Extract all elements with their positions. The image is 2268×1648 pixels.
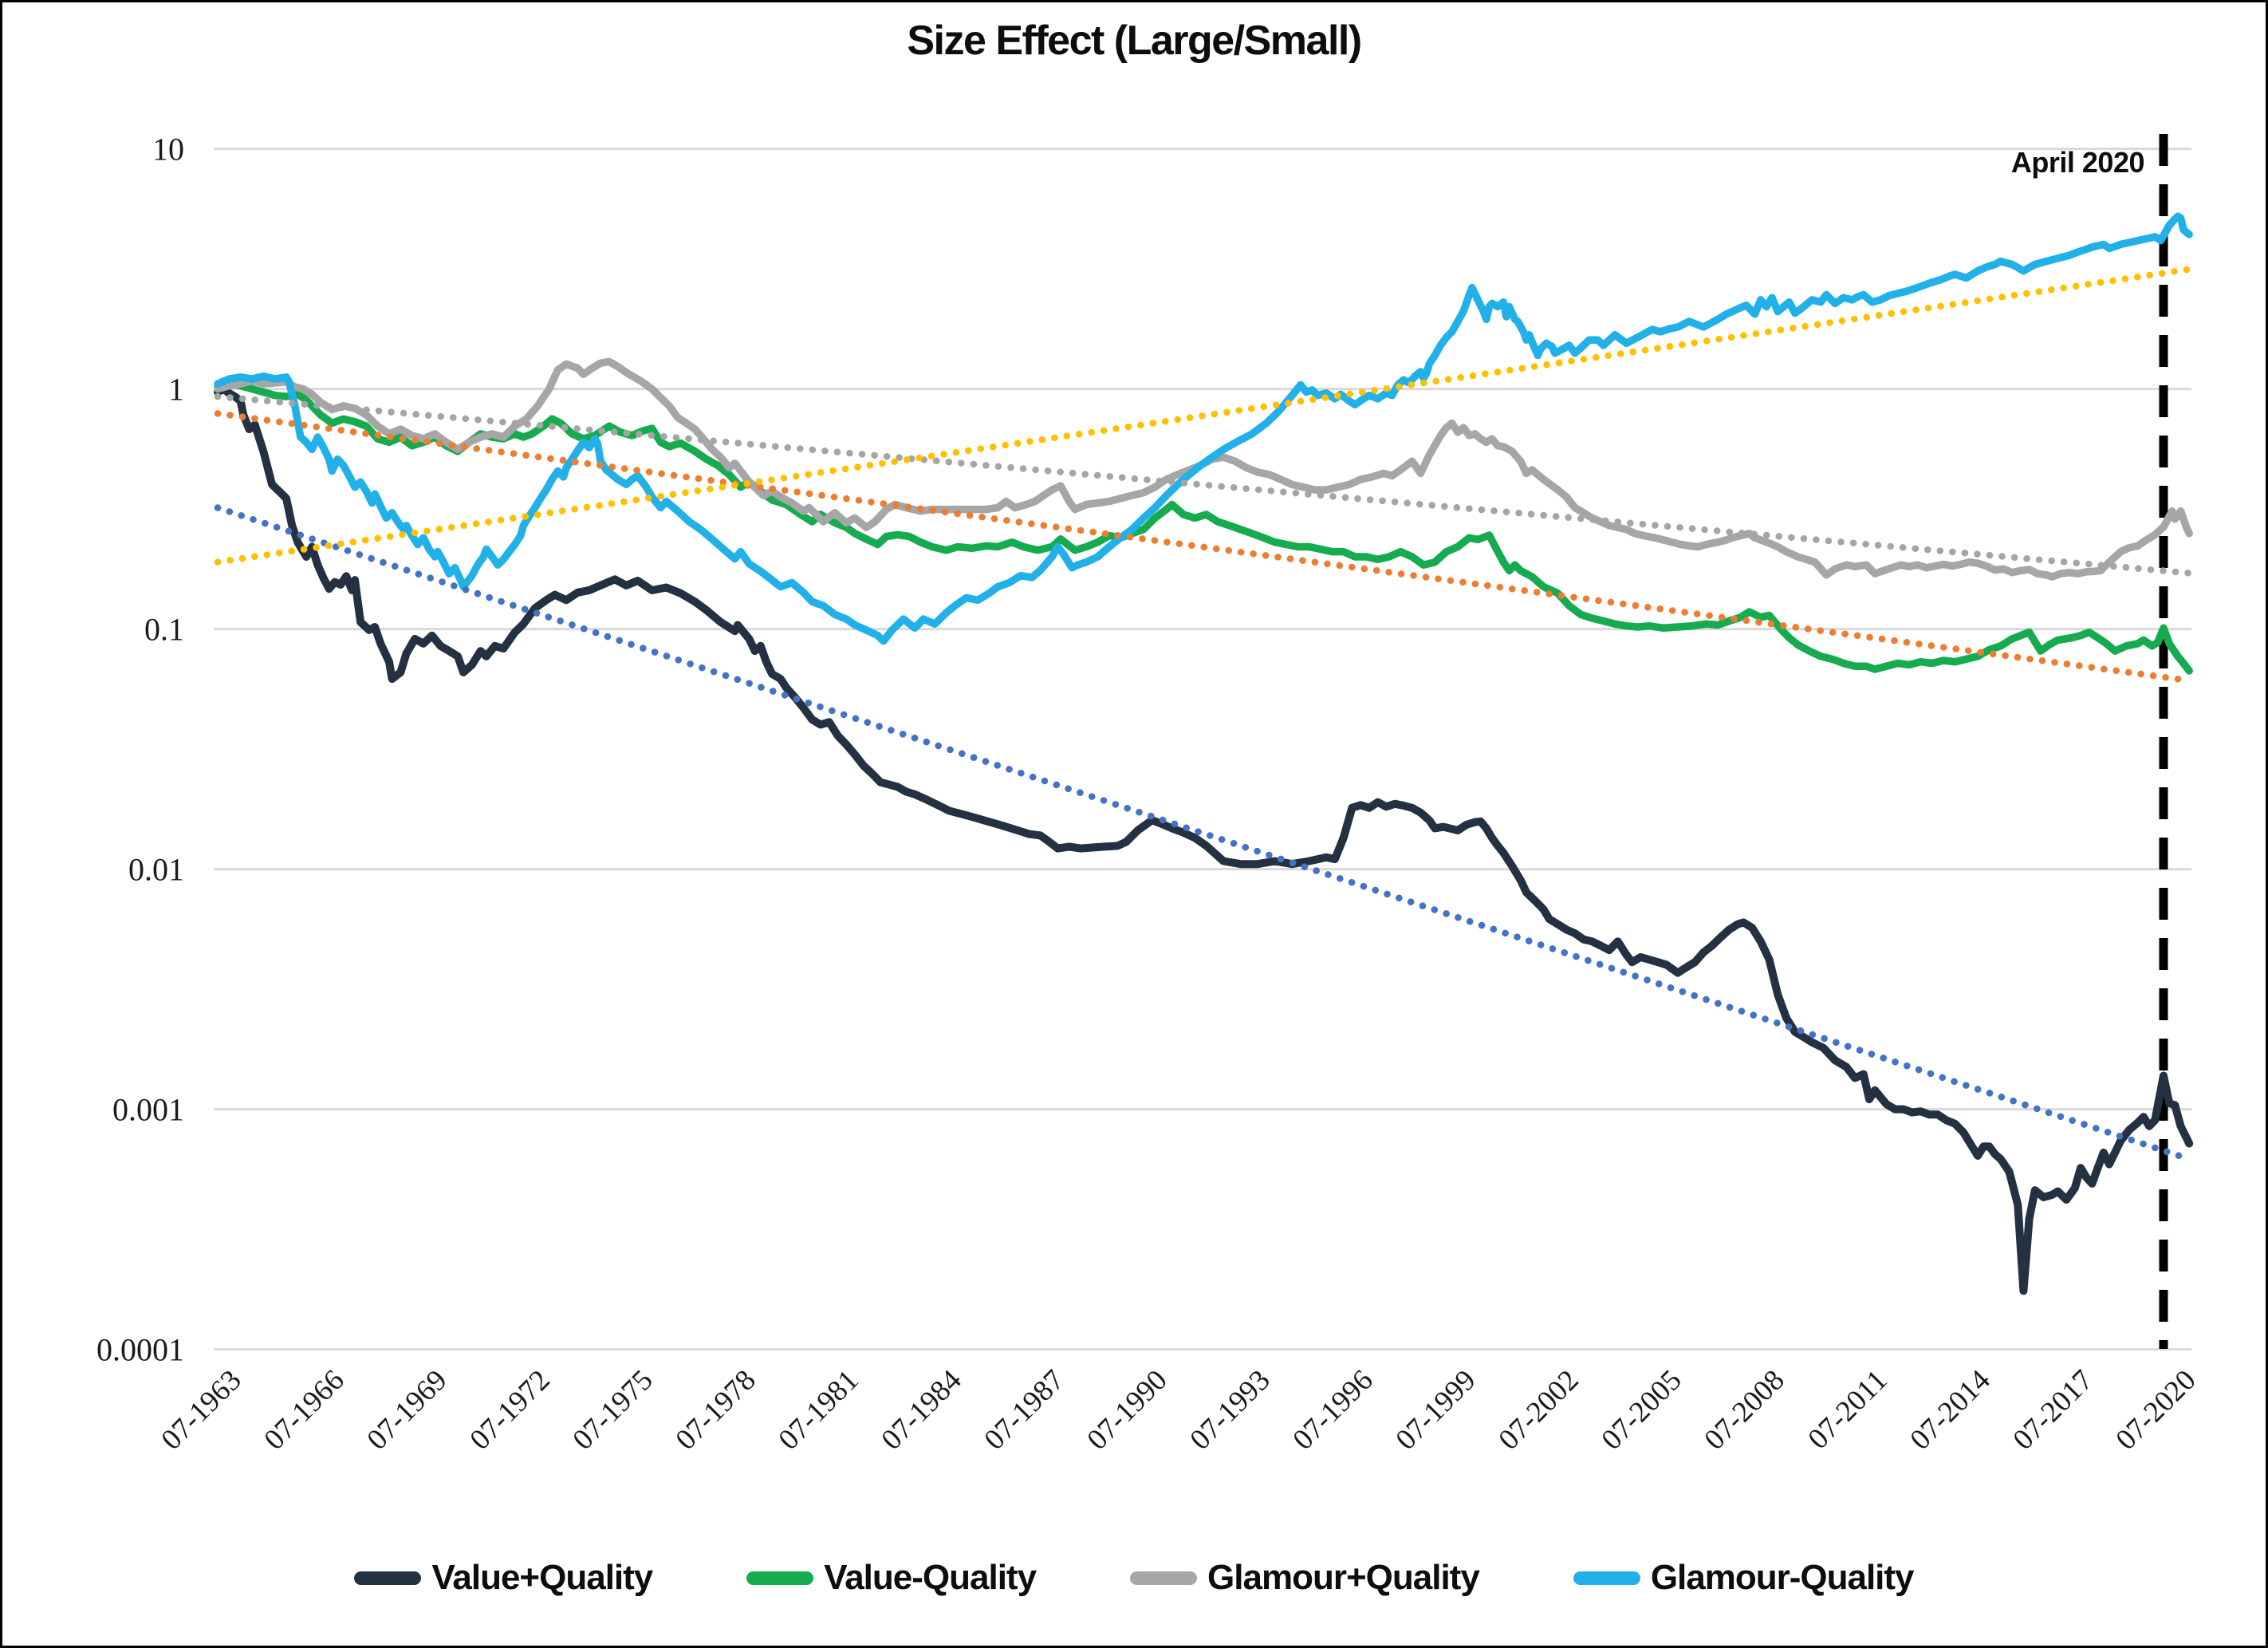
legend-item: Value-Quality: [746, 1558, 1037, 1598]
y-axis-tick-label: 10: [152, 132, 184, 168]
legend-item: Glamour-Quality: [1573, 1558, 1915, 1598]
trendline-value-quality-trend: [214, 410, 2193, 684]
y-axis-tick-label: 0.01: [128, 852, 184, 888]
legend-item: Value+Quality: [354, 1558, 653, 1598]
chart-title: Size Effect (Large/Small): [907, 18, 1362, 64]
legend-label: Glamour-Quality: [1650, 1558, 1915, 1597]
series-line-value-quality: [214, 384, 2194, 1295]
series-line-value-quality: [214, 379, 2193, 675]
april-2020-annotation: April 2020: [2010, 146, 2145, 179]
y-axis-tick-label: 0.0001: [96, 1332, 184, 1368]
legend: Value+Quality Value-Quality Glamour+Qualit…: [2, 1558, 2266, 1598]
legend-swatch-icon: [1573, 1571, 1640, 1585]
legend-label: Value-Quality: [824, 1558, 1037, 1597]
y-axis-tick-label: 0.001: [112, 1092, 184, 1128]
legend-swatch-icon: [1130, 1571, 1198, 1585]
legend-swatch-icon: [354, 1571, 422, 1585]
series-line-glamour-quality: [214, 357, 2193, 581]
legend-label: Glamour+Quality: [1207, 1558, 1480, 1597]
legend-item: Glamour+Quality: [1130, 1558, 1480, 1598]
y-axis-tick-label: 1: [168, 372, 184, 408]
legend-label: Value+Quality: [431, 1558, 653, 1597]
legend-swatch-icon: [746, 1571, 814, 1585]
trendline-glamour-quality-trend: [214, 266, 2193, 566]
y-axis-tick-label: 0.1: [144, 612, 184, 648]
series-line-glamour-quality: [214, 212, 2193, 645]
trendline-value-quality-trend: [214, 504, 2193, 1163]
